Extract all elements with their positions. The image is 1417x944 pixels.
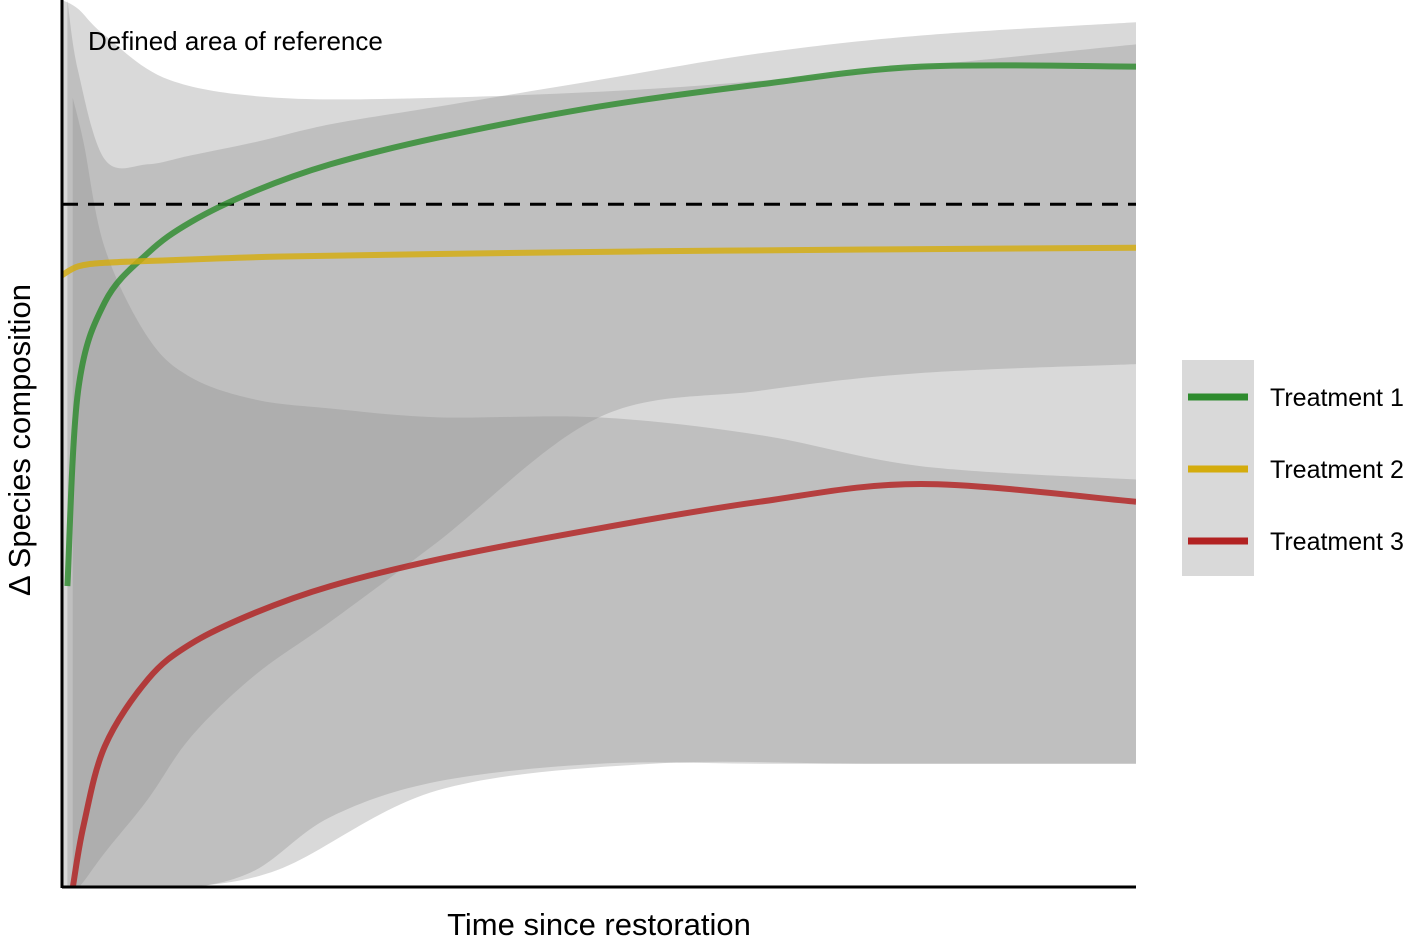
series-lines [62,62,1136,888]
legend-label-treatment-2: Treatment 2 [1270,456,1404,484]
legend-label-treatment-3: Treatment 3 [1270,528,1404,556]
y-axis-label: Δ Species composition [2,284,37,596]
series-line-treatment-3 [69,481,1136,888]
confidence-bands [62,0,1136,888]
reference-area-annotation: Defined area of reference [88,26,383,56]
legend: Treatment 1 Treatment 2 Treatment 3 [1182,360,1404,576]
confidence-band-treatment-2 [62,0,1136,888]
confidence-band-treatment-3 [72,97,1136,888]
x-axis-label: Time since restoration [447,907,751,942]
confidence-band-treatment-1 [67,0,1136,888]
series-line-treatment-2 [62,244,1136,278]
series-line-treatment-1 [64,62,1136,587]
legend-label-treatment-1: Treatment 1 [1270,384,1404,412]
